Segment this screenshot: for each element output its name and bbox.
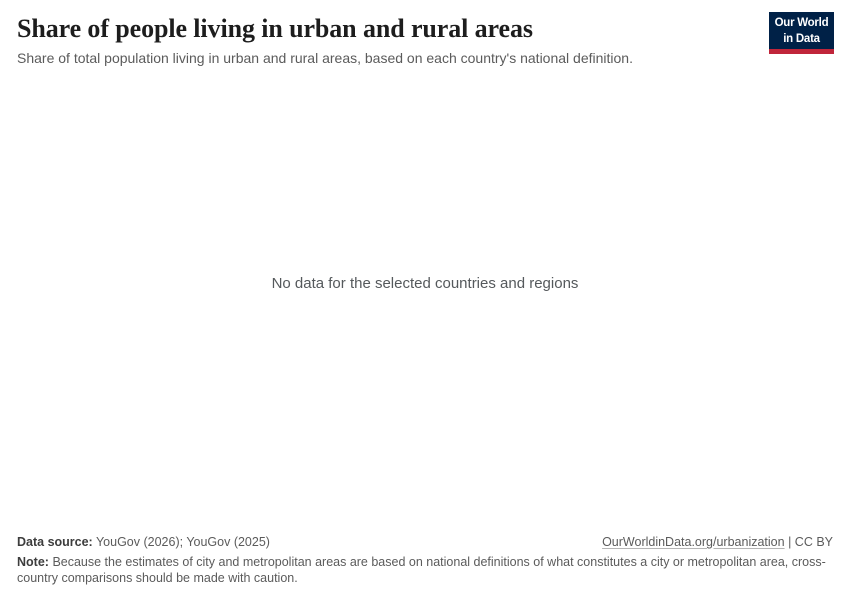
license-line: OurWorldinData.org/urbanization | CC BY [602,534,833,550]
data-source-label: Data source: [17,535,93,549]
chart-note: Note: Because the estimates of city and … [17,554,832,586]
logo-line-one: Our World [774,17,829,29]
owid-url-link[interactable]: OurWorldinData.org/urbanization [602,535,785,549]
license-separator: | [784,535,795,549]
page-title: Share of people living in urban and rura… [17,14,533,43]
no-data-message: No data for the selected countries and r… [271,275,579,292]
license-label[interactable]: CC BY [794,535,833,549]
chart-footer: Data source: YouGov (2026); YouGov (2025… [0,534,850,600]
note-text: Because the estimates of city and metrop… [17,555,826,585]
header-text-block: Share of people living in urban and rura… [17,14,707,67]
our-world-in-data-logo[interactable]: Our World in Data [769,12,834,54]
footer-top-row: Data source: YouGov (2026); YouGov (2025… [17,534,833,550]
page-subtitle: Share of total population living in urba… [17,50,633,66]
note-label: Note: [17,555,49,569]
data-source-line: Data source: YouGov (2026); YouGov (2025… [17,534,270,550]
chart-plot-area: No data for the selected countries and r… [0,67,850,534]
chart-header: Share of people living in urban and rura… [0,0,850,67]
data-source-value: YouGov (2026); YouGov (2025) [95,535,270,549]
logo-line-two: in Data [783,33,820,45]
